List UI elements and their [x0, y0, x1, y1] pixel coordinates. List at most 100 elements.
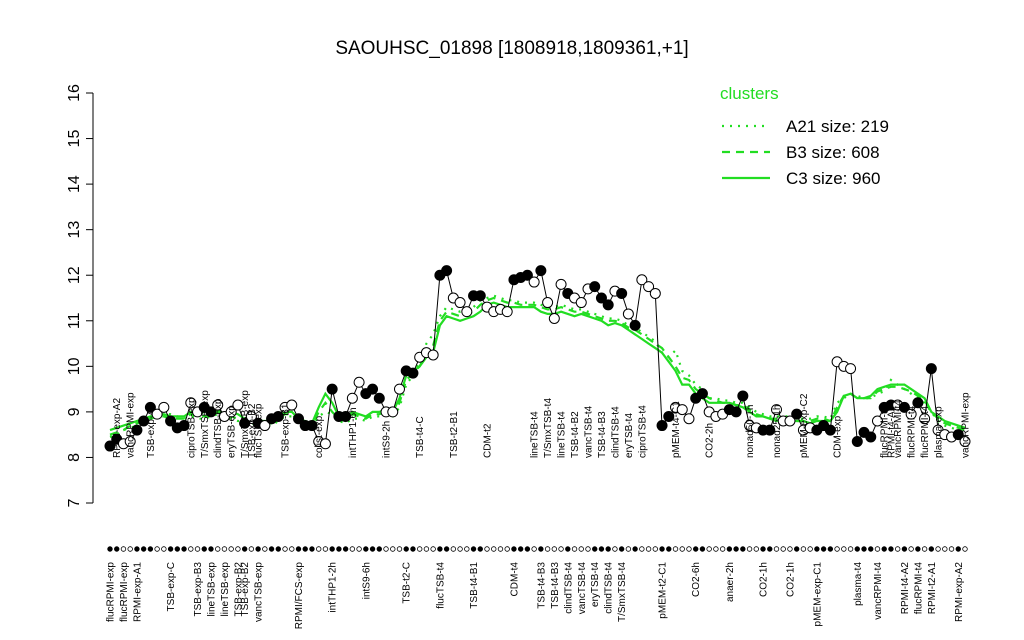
sample-marker [659, 546, 665, 552]
sample-marker [955, 546, 961, 552]
sample-marker [625, 546, 632, 552]
sample-marker [403, 546, 409, 552]
top-label: T/SmxTSB-t4 [543, 398, 554, 458]
data-point [387, 406, 399, 418]
sample-marker [787, 546, 793, 552]
data-point [286, 399, 298, 411]
top-label: colist-exp [314, 415, 325, 458]
data-point [542, 297, 554, 309]
sample-marker [221, 546, 228, 552]
top-label: TSB-t4-C [415, 416, 426, 458]
sample-marker [894, 546, 901, 552]
sample-marker [174, 546, 181, 552]
data-point [293, 413, 305, 425]
top-label: pMEM-t4-C1 [671, 401, 682, 458]
data-point [501, 306, 513, 318]
bottom-label: CO2-1h [759, 562, 770, 597]
top-label: vancTSB-t4 [583, 405, 594, 458]
data-point [871, 415, 883, 427]
bottom-label: CO2-6h [691, 562, 702, 597]
sample-marker [484, 546, 490, 552]
data-point [845, 363, 857, 375]
sample-marker [578, 546, 584, 552]
sample-marker [268, 546, 275, 552]
sample-marker [814, 546, 820, 552]
sample-marker [948, 546, 955, 552]
data-point [595, 292, 607, 304]
sample-marker [201, 546, 207, 552]
bottom-label: TSB-t2-C [402, 562, 413, 604]
sample-marker [470, 546, 477, 552]
data-point [636, 274, 648, 286]
top-label: ciproTSB-t4 [637, 405, 648, 458]
y-tick-label: 9 [66, 407, 83, 416]
data-point [575, 297, 587, 309]
bottom-label: flucRPMI-t4 [913, 562, 924, 615]
sample-marker [349, 546, 356, 552]
bottom-label: vancTSB-t4 [577, 562, 588, 615]
sample-marker [383, 546, 389, 552]
sample-marker [935, 546, 941, 552]
sample-marker [322, 546, 329, 552]
sample-marker [571, 546, 578, 552]
sample-marker [908, 546, 914, 552]
sample-marker [302, 546, 308, 552]
sample-marker [114, 546, 120, 552]
bottom-label: CDM-t4 [509, 562, 520, 597]
sample-marker [504, 546, 510, 552]
sample-marker [861, 546, 867, 552]
sample-marker [167, 546, 174, 552]
data-point [239, 417, 251, 429]
data-point [952, 429, 964, 441]
bottom-label: lineTSB-exp [206, 562, 217, 617]
bottom-label: CO2-1h [785, 562, 796, 597]
sample-marker [336, 546, 342, 552]
sample-marker [275, 546, 282, 552]
top-label: TSB-exp-B2 [247, 403, 258, 458]
bottom-label: plasma-t4 [853, 562, 864, 606]
top-label: CO2-2h [705, 423, 716, 458]
y-tick-label: 14 [66, 175, 83, 193]
sample-marker [652, 546, 659, 552]
sample-marker [457, 546, 463, 552]
data-point [407, 367, 419, 379]
sample-marker [181, 546, 187, 552]
sample-marker [437, 546, 443, 552]
data-point [131, 424, 143, 436]
sample-marker [497, 546, 504, 552]
data-point [663, 410, 675, 422]
top-label: CDM-exp [833, 415, 844, 458]
sample-marker [342, 546, 349, 552]
y-tick-label: 15 [66, 130, 83, 148]
top-label: TSB-t4-B2 [570, 411, 581, 458]
sample-marker [706, 546, 712, 552]
sample-marker [699, 546, 706, 552]
top-label: flucRPMI-t4 [920, 405, 931, 458]
sample-marker [430, 546, 436, 552]
sample-marker [410, 546, 416, 552]
sample-marker [881, 546, 887, 552]
data-point [602, 299, 614, 311]
sample-marker [901, 546, 908, 552]
top-label: pMEM-exp-C2 [799, 393, 810, 458]
top-label: T/SmxTSB-exp [240, 390, 251, 458]
sample-marker [248, 546, 255, 552]
top-label: clindTSB-t4 [610, 406, 621, 458]
sample-marker [356, 546, 362, 552]
bottom-label: pMEM-exp-C1 [812, 562, 823, 627]
bottom-label: TSB-t4-B3 [536, 562, 547, 609]
sample-marker [524, 546, 531, 552]
sample-marker [585, 546, 591, 552]
sample-marker [666, 546, 672, 552]
sample-marker [942, 546, 948, 552]
top-label: nonad50-1h [745, 405, 756, 458]
sample-marker [363, 546, 369, 552]
sample-marker [531, 546, 537, 552]
data-point [373, 392, 385, 404]
data-point [824, 424, 836, 436]
top-label: plasma-exp [934, 406, 945, 458]
data-point [784, 415, 796, 427]
data-point [696, 388, 708, 400]
data-point [212, 399, 224, 411]
sample-marker [612, 546, 618, 552]
